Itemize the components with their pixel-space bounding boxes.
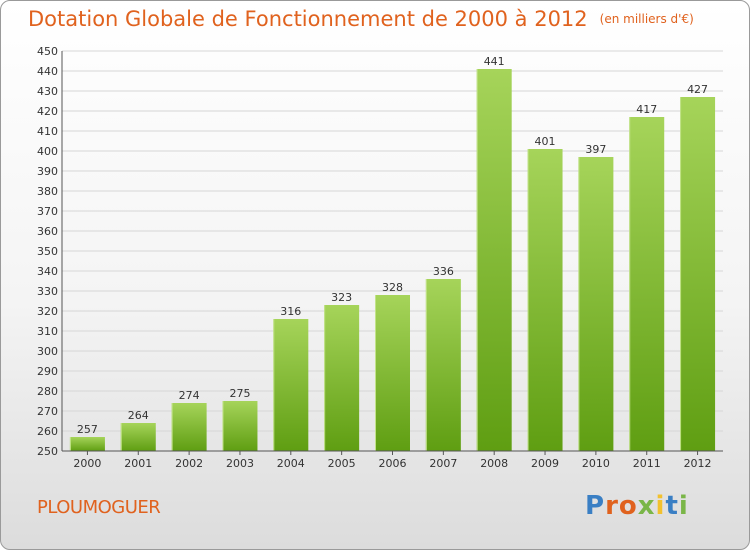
commune-name: PLOUMOGUER <box>37 497 161 518</box>
y-tick-label: 280 <box>37 385 58 398</box>
data-label: 328 <box>382 281 403 294</box>
bar <box>629 117 665 451</box>
data-label: 275 <box>229 387 250 400</box>
y-tick-label: 360 <box>37 225 58 238</box>
y-tick-label: 250 <box>37 445 58 458</box>
data-label: 427 <box>687 83 708 96</box>
logo-letter: i <box>655 491 666 521</box>
logo-letter: i <box>678 491 689 521</box>
data-label: 401 <box>535 135 556 148</box>
y-tick-label: 310 <box>37 325 58 338</box>
x-tick-label: 2010 <box>582 457 610 470</box>
x-tick-label: 2000 <box>73 457 101 470</box>
chart-subtitle: (en milliers d'€) <box>599 12 694 26</box>
data-label: 417 <box>636 103 657 116</box>
y-tick-label: 420 <box>37 105 58 118</box>
proxiti-logo[interactable]: Proxiti <box>585 491 689 521</box>
logo-letter: x <box>637 491 656 521</box>
bar <box>375 295 410 451</box>
chart-title: Dotation Globale de Fonctionnement de 20… <box>28 7 694 31</box>
bar <box>69 437 105 451</box>
y-tick-label: 370 <box>37 205 58 218</box>
logo-letter: r <box>605 491 619 521</box>
data-label: 397 <box>585 143 606 156</box>
y-tick-label: 450 <box>37 45 58 58</box>
data-label: 323 <box>331 291 352 304</box>
data-label: 316 <box>280 305 301 318</box>
x-tick-label: 2012 <box>684 457 712 470</box>
x-tick-label: 2008 <box>480 457 508 470</box>
logo-letter: P <box>585 491 606 521</box>
label-layer: 257 264 274 275 316 323 328 336 441 401 397 417 427 <box>77 55 708 436</box>
y-tick-label: 290 <box>37 365 58 378</box>
logo-letter: t <box>665 491 679 521</box>
x-tick-label: 2011 <box>633 457 661 470</box>
x-tick-label: 2007 <box>429 457 457 470</box>
x-tick-label: 2004 <box>277 457 305 470</box>
bar <box>680 97 716 451</box>
bar <box>171 403 207 451</box>
x-tick-label: 2005 <box>328 457 356 470</box>
bar <box>324 305 360 451</box>
bar <box>273 319 309 451</box>
bar <box>578 157 614 451</box>
x-tick-label: 2002 <box>175 457 203 470</box>
bar-layer <box>69 69 716 451</box>
y-tick-label: 390 <box>37 165 58 178</box>
y-tick-label: 330 <box>37 285 58 298</box>
y-tick-label: 320 <box>37 305 58 318</box>
y-tick-label: 340 <box>37 265 58 278</box>
data-label: 441 <box>484 55 505 68</box>
data-label: 336 <box>433 265 454 278</box>
y-tick-label: 350 <box>37 245 58 258</box>
y-tick-label: 300 <box>37 345 58 358</box>
axis-layer: 250 260 270 280 290 300 310 320 330 340 350 360 370 3… <box>37 45 723 470</box>
bar <box>120 423 156 451</box>
y-tick-label: 270 <box>37 405 58 418</box>
y-tick-label: 380 <box>37 185 58 198</box>
x-tick-label: 2003 <box>226 457 254 470</box>
bar <box>527 149 563 451</box>
data-label: 257 <box>77 423 98 436</box>
data-label: 264 <box>128 409 149 422</box>
chart-title-text: Dotation Globale de Fonctionnement de 20… <box>28 7 588 31</box>
x-tick-label: 2006 <box>379 457 407 470</box>
y-tick-label: 430 <box>37 85 58 98</box>
bar <box>222 401 258 451</box>
y-tick-label: 410 <box>37 125 58 138</box>
bar <box>425 279 461 451</box>
x-tick-label: 2001 <box>124 457 152 470</box>
logo-letter: o <box>618 491 638 521</box>
x-tick-label: 2009 <box>531 457 559 470</box>
bar <box>476 69 512 451</box>
y-tick-label: 440 <box>37 65 58 78</box>
data-label: 274 <box>179 389 200 402</box>
y-tick-label: 260 <box>37 425 58 438</box>
y-tick-label: 400 <box>37 145 58 158</box>
